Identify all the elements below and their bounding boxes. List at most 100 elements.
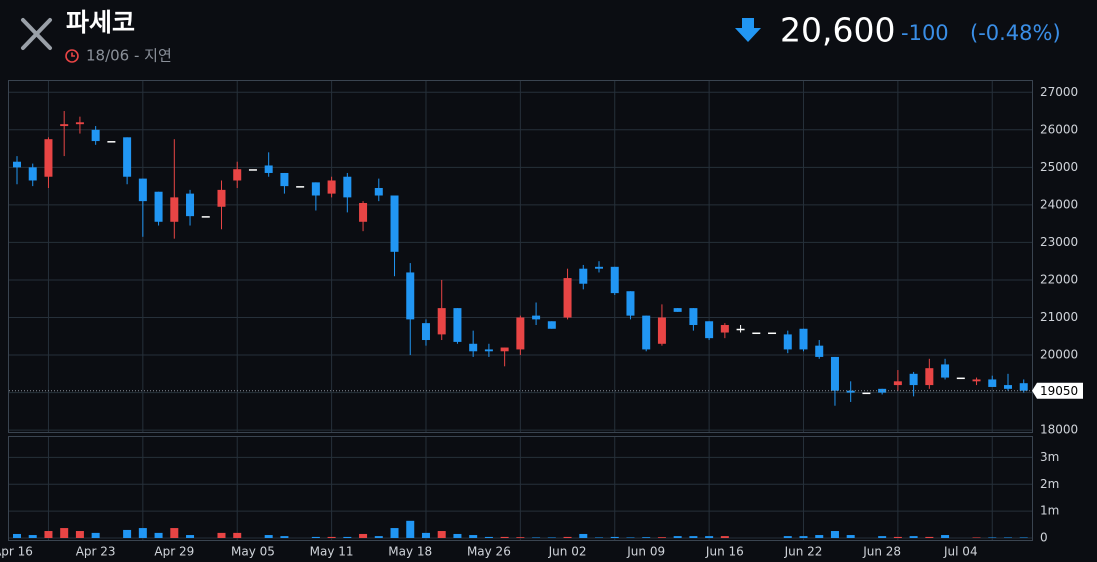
- candle-body: [579, 268, 588, 284]
- volume-bar: [500, 536, 509, 538]
- candle-body: [941, 364, 950, 378]
- y-tick-label: 25000: [1040, 160, 1078, 174]
- volume-bar: [138, 528, 147, 538]
- stock-title: 파세코: [66, 8, 135, 37]
- candle-body: [280, 172, 289, 187]
- volume-bar: [217, 532, 226, 538]
- candle-body: [657, 317, 666, 344]
- candle-body: [830, 356, 839, 391]
- candle-body: [453, 308, 462, 342]
- x-tick-label: Jun 02: [548, 545, 587, 559]
- candle-body: [595, 266, 604, 269]
- candle-body: [327, 180, 336, 194]
- candle-body: [390, 195, 399, 252]
- volume-bar: [925, 536, 934, 538]
- close-button[interactable]: [21, 18, 52, 50]
- volume-bar: [170, 528, 179, 538]
- candle-body: [736, 328, 745, 331]
- x-tick-label: May 26: [467, 545, 511, 559]
- x-tick-label: Apr 23: [76, 545, 116, 559]
- volume-bar: [359, 533, 368, 538]
- candle-body: [862, 392, 871, 395]
- y-tick-label: 24000: [1040, 197, 1078, 211]
- x-tick-label: May 05: [231, 545, 275, 559]
- volume-bar: [1003, 537, 1012, 538]
- candle-body: [201, 216, 210, 218]
- volume-bar: [626, 537, 635, 538]
- candle-body: [421, 323, 430, 341]
- candle-body: [311, 182, 320, 196]
- volume-bar: [657, 537, 666, 538]
- volume-bar: [516, 537, 525, 538]
- candle-body: [186, 193, 195, 217]
- volume-bar: [547, 537, 556, 538]
- candle-body: [248, 169, 257, 171]
- volume-bar: [532, 537, 541, 538]
- volume-bar: [437, 531, 446, 538]
- candle-body: [406, 272, 415, 320]
- candle-body: [343, 176, 352, 198]
- y-tick-label: 20000: [1040, 348, 1078, 362]
- candle-body: [956, 377, 965, 380]
- y-tick-label: 22000: [1040, 272, 1078, 286]
- candle-body: [705, 321, 714, 339]
- x-tick-label: Jun 22: [784, 545, 823, 559]
- candle-body: [1003, 385, 1012, 389]
- candle-body: [296, 186, 305, 188]
- candle-body: [60, 124, 69, 127]
- candle-body: [547, 321, 556, 329]
- candle-body: [374, 187, 383, 196]
- x-tick-label: Jun 09: [626, 545, 665, 559]
- candle-body: [673, 308, 682, 312]
- candle-body: [846, 390, 855, 393]
- candle-body: [154, 191, 163, 222]
- candle-body: [720, 325, 729, 333]
- volume-bar: [673, 536, 682, 538]
- candle-body: [610, 266, 619, 294]
- last-price-label: 19050: [1040, 384, 1078, 398]
- volume-bar: [563, 536, 572, 538]
- volume-bar: [579, 533, 588, 538]
- volume-bar: [1019, 537, 1028, 538]
- volume-bar: [595, 537, 604, 538]
- volume-bar: [846, 535, 855, 538]
- candle-body: [44, 139, 53, 177]
- volume-bar: [720, 536, 729, 538]
- y-tick-label: 21000: [1040, 310, 1078, 324]
- candle-body: [925, 368, 934, 386]
- y-tick-label: 27000: [1040, 85, 1078, 99]
- volume-bar: [390, 528, 399, 538]
- volume-tick-label: 0: [1040, 531, 1048, 545]
- volume-tick-label: 2m: [1040, 477, 1059, 491]
- volume-bar: [154, 532, 163, 538]
- candle-body: [768, 332, 777, 335]
- volume-bar: [280, 536, 289, 538]
- candle-body: [972, 379, 981, 382]
- candle-body: [138, 178, 147, 202]
- y-tick-label: 26000: [1040, 122, 1078, 136]
- y-tick-label: 18000: [1040, 423, 1078, 437]
- x-tick-label: Jul 04: [943, 545, 978, 559]
- candle-body: [107, 141, 116, 143]
- x-tick-label: Jun 16: [705, 545, 744, 559]
- candle-body: [123, 137, 132, 177]
- candle-body: [783, 334, 792, 350]
- volume-bar: [909, 536, 918, 538]
- candle-body: [469, 343, 478, 352]
- candle-body: [484, 349, 493, 352]
- candle-body: [28, 167, 37, 181]
- candle-body: [893, 381, 902, 386]
- volume-bar: [75, 531, 84, 538]
- candle-body: [909, 373, 918, 386]
- volume-bar: [988, 537, 997, 538]
- volume-bar: [642, 537, 651, 538]
- x-tick-label: Apr 16: [0, 545, 33, 559]
- price: 20,600: [780, 11, 895, 50]
- volume-bar: [610, 536, 619, 538]
- candle-body: [626, 291, 635, 316]
- candle-body: [91, 129, 100, 142]
- candle-body: [815, 345, 824, 357]
